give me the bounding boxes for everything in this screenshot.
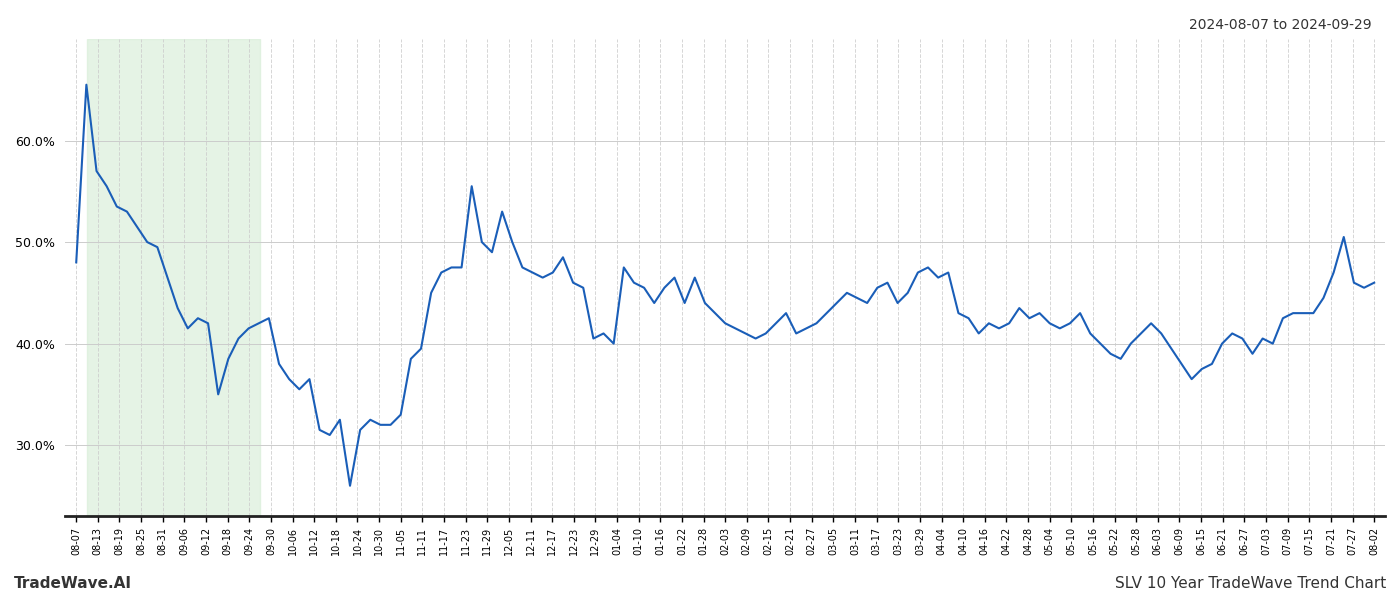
Text: TradeWave.AI: TradeWave.AI bbox=[14, 576, 132, 591]
Text: SLV 10 Year TradeWave Trend Chart: SLV 10 Year TradeWave Trend Chart bbox=[1114, 576, 1386, 591]
Bar bbox=[87, 39, 260, 516]
Text: 2024-08-07 to 2024-09-29: 2024-08-07 to 2024-09-29 bbox=[1190, 18, 1372, 32]
